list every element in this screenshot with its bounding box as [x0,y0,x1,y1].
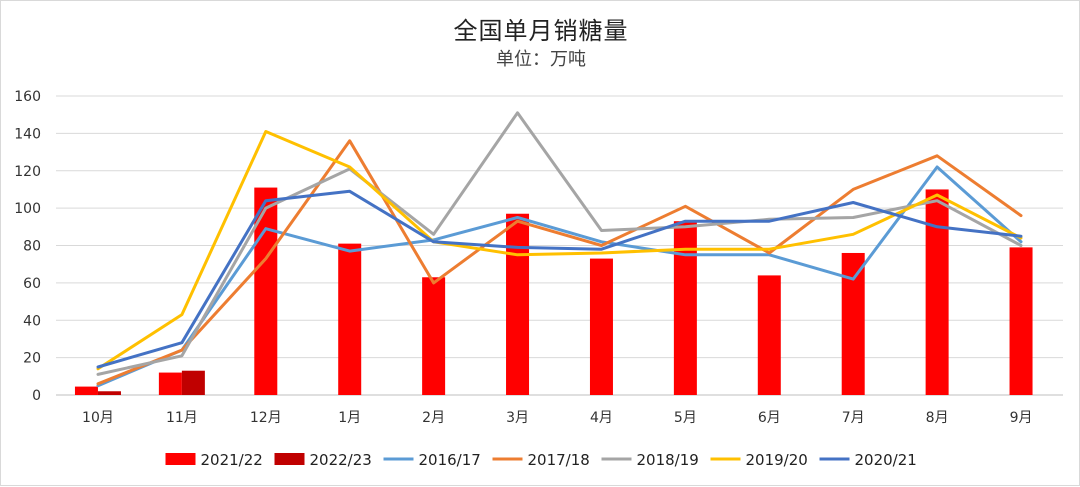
legend-label: 2021/22 [201,451,263,469]
chart-title: 全国单月销糖量 [453,17,629,45]
bar-2021/22 [589,258,613,395]
line-2020/21 [96,189,1023,369]
bar-2021/22 [254,187,278,395]
bar-2021/22 [422,277,446,395]
x-tick-label: 1月 [338,410,361,426]
bar-2021/22 [338,243,362,395]
legend-swatch-2022/23 [274,453,305,465]
y-tick-label: 60 [23,276,41,292]
x-tick-label: 4月 [590,410,613,426]
x-axis-ticks: 10月 11月 12月 1月 2月 3月 4月 5月 6月 7月 8月 9月 [82,410,1032,426]
x-tick-label: 9月 [1010,410,1033,426]
legend-label: 2016/17 [419,451,481,469]
legend-label: 2022/23 [310,451,372,469]
line-2016/17 [96,165,1023,388]
y-tick-label: 20 [23,351,41,367]
gridlines [56,95,1063,396]
bar-series [74,187,1033,395]
line-2019/20 [96,130,1023,371]
y-tick-label: 120 [14,164,41,180]
y-axis-ticks: 0 20 40 60 80 100 120 140 160 [14,89,41,404]
legend-label: 2020/21 [855,451,917,469]
legend-label: 2019/20 [746,451,808,469]
y-tick-label: 80 [23,239,41,255]
bar-2022/23 [97,391,121,395]
x-tick-label: 7月 [842,410,865,426]
bar-2021/22 [1009,247,1033,395]
line-2018/19 [96,111,1023,376]
y-tick-label: 140 [14,126,41,142]
bar-2021/22 [506,213,530,395]
y-tick-label: 0 [32,388,41,404]
bar-2021/22 [74,386,98,395]
bar-2021/22 [158,372,182,395]
bar-2021/22 [925,189,949,395]
bar-2021/22 [757,275,781,395]
legend: 2021/22 2022/23 2016/17 2017/18 2018/19 2019/… [165,451,917,469]
bar-2022/23 [181,370,205,395]
chart-subtitle: 单位：万吨 [496,49,586,70]
y-tick-label: 160 [14,89,41,105]
bar-2021/22 [673,221,697,395]
line-2017/18 [96,139,1023,386]
x-tick-label: 8月 [926,410,949,426]
x-tick-label: 10月 [82,410,114,426]
y-tick-label: 100 [14,201,41,217]
bar-2021/22 [841,252,865,395]
x-tick-label: 6月 [758,410,781,426]
x-tick-label: 11月 [166,410,198,426]
line-series [96,111,1023,388]
legend-label: 2017/18 [528,451,590,469]
x-tick-label: 5月 [674,410,697,426]
x-tick-label: 12月 [250,410,282,426]
x-tick-label: 3月 [506,410,529,426]
x-tick-label: 2月 [422,410,445,426]
legend-swatch-2021/22 [165,453,196,465]
legend-label: 2018/19 [637,451,699,469]
y-tick-label: 40 [23,313,41,329]
